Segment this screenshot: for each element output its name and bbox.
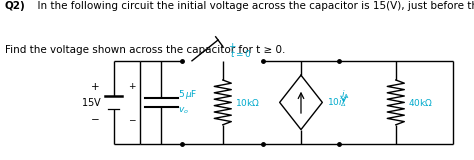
Text: Find the voltage shown across the capacitor for t ≥ 0.: Find the voltage shown across the capaci…	[5, 45, 285, 55]
Text: $-$: $-$	[90, 113, 100, 123]
Text: $t=0$: $t=0$	[230, 48, 252, 59]
Text: $10\mathrm{k}\Omega$: $10\mathrm{k}\Omega$	[235, 97, 260, 108]
Text: $40\mathrm{k}\Omega$: $40\mathrm{k}\Omega$	[408, 97, 433, 108]
Text: $+$: $+$	[90, 81, 100, 92]
Text: $i_\Delta$: $i_\Delta$	[341, 88, 350, 101]
Text: Q2): Q2)	[5, 1, 26, 11]
Text: $5\,\mu\mathrm{F}$: $5\,\mu\mathrm{F}$	[178, 88, 197, 101]
Text: $10i_\Delta$: $10i_\Delta$	[327, 96, 347, 109]
Text: $15\mathrm{V}$: $15\mathrm{V}$	[81, 96, 102, 108]
Text: In the following circuit the initial voltage across the capacitor is 15(V), just: In the following circuit the initial vol…	[31, 1, 474, 11]
Text: $-$: $-$	[128, 114, 137, 123]
Text: $+$: $+$	[128, 81, 137, 91]
Text: $+$: $+$	[228, 41, 236, 51]
Text: $v_o$: $v_o$	[178, 105, 189, 116]
